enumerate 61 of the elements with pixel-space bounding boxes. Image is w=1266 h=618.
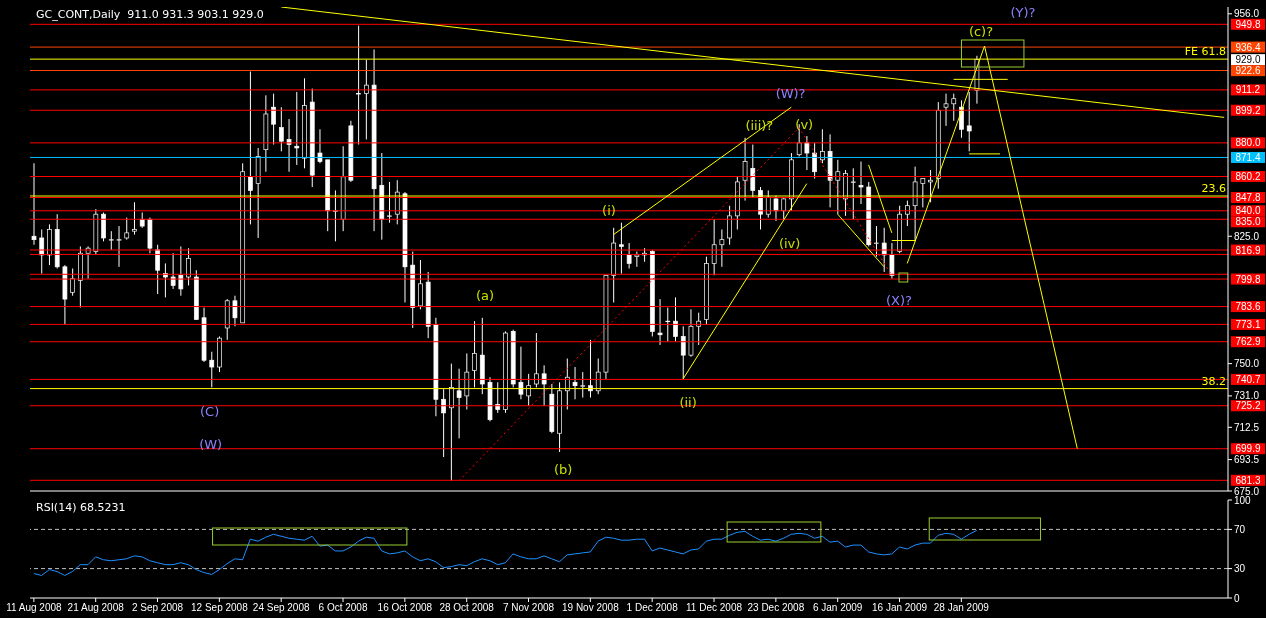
annotation: (c)? — [968, 24, 994, 39]
ref-line-label: 911.2 — [1235, 84, 1261, 96]
y-tick-label: 0 — [1234, 592, 1240, 604]
ref-line-label: 949.8 — [1235, 18, 1261, 30]
ref-line-label: 860.2 — [1235, 170, 1261, 182]
annotation: 23.6 — [1201, 182, 1226, 196]
x-tick-label: 24 Sep 2008 — [252, 602, 310, 614]
x-tick-label: 16 Oct 2008 — [377, 602, 433, 614]
ref-line-label: 936.4 — [1235, 41, 1261, 53]
x-tick-label: 21 Aug 2008 — [67, 602, 125, 614]
y-tick-label: 70 — [1234, 523, 1246, 535]
ref-line-label: 816.9 — [1235, 244, 1261, 256]
y-tick-label: 956.0 — [1234, 8, 1260, 20]
ref-line-label: 847.8 — [1235, 192, 1261, 204]
ref-line-label: 880.0 — [1235, 137, 1261, 149]
ref-line-label: 783.6 — [1235, 301, 1261, 313]
annotation: (iv) — [778, 236, 801, 251]
annotation: 929.0 — [1235, 54, 1261, 66]
x-tick-label: 7 Nov 2008 — [502, 602, 555, 614]
ref-line-label: 799.8 — [1235, 273, 1261, 285]
annotation: (Y)? — [1010, 5, 1036, 20]
y-tick-label: 100 — [1234, 494, 1252, 506]
y-tick-label: 712.5 — [1234, 421, 1260, 433]
x-tick-label: 28 Oct 2008 — [439, 602, 495, 614]
x-tick-label: 6 Jan 2009 — [812, 602, 863, 614]
ref-line-label: 699.9 — [1235, 443, 1261, 455]
x-tick-label: 11 Dec 2008 — [686, 602, 743, 614]
ref-line-label: 681.3 — [1235, 474, 1261, 486]
x-tick-label: 16 Jan 2009 — [871, 602, 928, 614]
x-tick-label: 12 Sep 2008 — [191, 602, 249, 614]
x-tick-label: 28 Jan 2009 — [933, 602, 990, 614]
x-tick-label: 23 Dec 2008 — [747, 602, 805, 614]
x-tick-label: 11 Aug 2008 — [6, 602, 63, 614]
ref-line-label: 899.2 — [1235, 104, 1261, 116]
ref-line-label: 762.9 — [1235, 336, 1261, 348]
y-tick-label: 750.0 — [1234, 358, 1260, 370]
ref-line-label: 725.2 — [1235, 400, 1261, 412]
chart-title: GC_CONT,Daily 911.0 931.3 903.1 929.0 — [36, 8, 264, 21]
ref-line-label: 871.4 — [1235, 151, 1261, 163]
ref-line-label: 835.0 — [1235, 216, 1261, 228]
ref-line-label: 740.7 — [1235, 373, 1261, 385]
ref-line-label: 922.6 — [1235, 65, 1261, 77]
annotation: (C) — [200, 403, 220, 419]
chart-title: RSI(14) 68.5231 — [36, 501, 126, 514]
annotation: (X)? — [885, 293, 912, 308]
annotation: (v) — [795, 117, 814, 132]
x-tick-label: 2 Sep 2008 — [131, 602, 184, 614]
y-tick-label: 30 — [1234, 563, 1246, 575]
ref-line-label: 840.0 — [1235, 205, 1261, 217]
x-tick-label: 1 Dec 2008 — [626, 602, 679, 614]
y-tick-label: 693.5 — [1234, 454, 1260, 466]
x-tick-label: 19 Nov 2008 — [562, 602, 620, 614]
x-tick-label: 6 Oct 2008 — [318, 602, 368, 614]
ref-line-label: 773.1 — [1235, 318, 1261, 330]
annotation: FE 61.8 — [1184, 45, 1226, 59]
annotation: (a) — [475, 288, 495, 303]
annotation: (W)? — [775, 86, 806, 102]
y-tick-label: 675.0 — [1234, 485, 1260, 497]
y-tick-label: 731.0 — [1234, 390, 1260, 402]
y-tick-label: 825.0 — [1234, 230, 1260, 242]
annotation: (b) — [553, 462, 573, 477]
